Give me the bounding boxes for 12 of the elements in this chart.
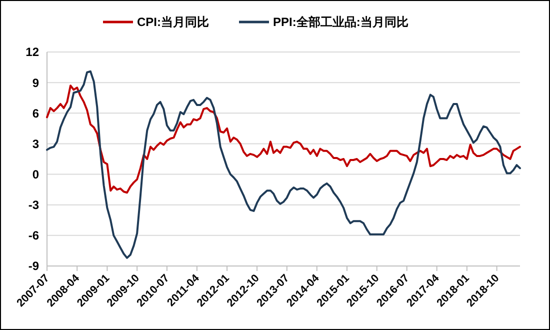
- y-tick-label: 3: [32, 136, 40, 151]
- legend-label: PPI:全部工业品:当月同比: [273, 15, 408, 30]
- y-tick-label: 9: [32, 76, 40, 90]
- y-tick-label: 6: [32, 106, 40, 120]
- line-series: [46, 84, 521, 194]
- y-tick-label: 12: [26, 45, 40, 60]
- y-tick-label: -6: [28, 228, 40, 243]
- line-series: [46, 70, 521, 259]
- y-tick-label: 0: [32, 167, 40, 182]
- y-tick-label: -3: [28, 198, 40, 212]
- legend-label: CPI:当月同比: [137, 15, 209, 30]
- y-tick-label: -9: [28, 259, 40, 274]
